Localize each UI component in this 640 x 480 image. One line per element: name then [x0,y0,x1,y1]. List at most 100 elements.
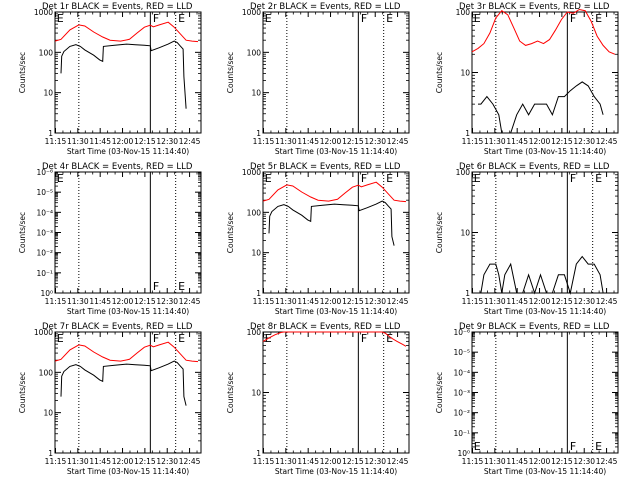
events-series-line [478,81,604,134]
panel-det-6: Det 6r BLACK = Events, RED = LLD 1 10 100 Co… [435,162,619,316]
y-tick-label: 10⁻¹ [36,269,53,278]
marker-f: F [361,12,367,25]
y-axis-label: Counts/sec [226,372,235,413]
plot-frame [471,171,619,294]
x-tick-label: 12:30 [573,297,595,306]
lld-series-line [54,21,199,43]
marker-f: F [570,172,576,185]
y-tick-label: 1 [48,449,53,458]
panel-det-7: Det 7r BLACK = Events, RED = LLD 1 10 100 10… [18,322,202,476]
y-tick-label: 10 [251,89,261,98]
x-tick-label: 12:45 [596,137,618,146]
x-tick-label: 12:30 [364,457,386,466]
y-tick-label: 10⁻⁴ [36,208,53,217]
x-tick-label: 11:30 [275,137,297,146]
x-tick-label: 11:45 [89,137,111,146]
x-tick-label: 11:30 [484,297,506,306]
marker-f: F [361,172,367,185]
y-tick-label: 10 [43,89,53,98]
y-tick-label: 1000 [34,8,53,17]
x-tick-label: 12:15 [342,137,364,146]
marker-e: E [474,440,481,453]
x-tick-label: 12:45 [596,297,618,306]
plot-frame [262,331,410,454]
x-tick-label: 11:30 [67,297,89,306]
marker-f: F [361,332,367,345]
marker-e: E [386,172,393,185]
events-series-line [268,200,395,246]
x-tick-label: 11:15 [462,457,484,466]
x-tick-label: 11:30 [67,457,89,466]
y-tick-label: 100 [456,168,471,177]
marker-f: F [570,440,576,453]
x-tick-label: 12:00 [112,297,134,306]
y-tick-label: 10⁻³ [453,389,470,398]
x-tick-label: 11:45 [297,297,319,306]
x-tick-label: 11:15 [45,297,67,306]
y-tick-label: 10⁻¹ [453,429,470,438]
x-tick-label: 11:45 [506,137,528,146]
x-tick-label: 12:45 [387,457,409,466]
lld-series-line [471,8,616,55]
x-tick-label: 11:15 [45,137,67,146]
x-tick-label: 11:45 [506,297,528,306]
x-axis-label: Start Time (03-Nov-15 11:14:40) [484,467,606,476]
marker-f: F [153,12,159,25]
x-tick-label: 12:00 [529,457,551,466]
panel-title: Det 3r BLACK = Events, RED = LLD [459,2,610,12]
panel-det-2: Det 2r BLACK = Events, RED = LLD 1 10 100 10… [226,2,410,156]
y-tick-label: 1 [256,129,261,138]
marker-e: E [57,172,64,185]
panel-title: Det 8r BLACK = Events, RED = LLD [250,322,401,332]
x-tick-label: 12:45 [179,137,201,146]
x-tick-label: 12:45 [596,457,618,466]
panel-title: Det 2r BLACK = Events, RED = LLD [250,2,401,12]
y-axis-label: Counts/sec [435,372,444,413]
y-tick-label: 1000 [34,328,53,337]
y-tick-label: 100 [456,8,471,17]
y-axis-label: Counts/sec [18,212,27,253]
marker-e: E [474,172,481,185]
panel-det-3: Det 3r BLACK = Events, RED = LLD 1 10 100 Co… [435,2,619,156]
x-tick-label: 12:30 [156,457,178,466]
y-tick-label: 10⁻³ [36,229,53,238]
y-tick-label: 100 [39,368,54,377]
panel-title: Det 6r BLACK = Events, RED = LLD [459,162,610,172]
events-series-line [478,255,604,295]
marker-e: E [178,332,185,345]
x-axis-label: Start Time (03-Nov-15 11:14:40) [67,147,189,156]
y-axis-label: Counts/sec [226,52,235,93]
x-tick-label: 11:45 [297,457,319,466]
x-tick-label: 12:30 [156,297,178,306]
y-axis-label: Counts/sec [435,212,444,253]
y-tick-label: 1 [256,289,261,298]
panel-det-4: Det 4r BLACK = Events, RED = LLD 10⁰ 10⁻¹ 1… [18,162,202,316]
y-tick-label: 10⁰ [40,289,53,298]
marker-e: E [595,440,602,453]
panel-title: Det 5r BLACK = Events, RED = LLD [250,162,401,172]
y-tick-label: 10⁻⁴ [453,368,470,377]
x-tick-label: 11:30 [484,457,506,466]
y-tick-label: 10⁻² [36,249,53,258]
x-tick-label: 12:00 [529,297,551,306]
marker-e: E [178,280,185,293]
panel-det-1: Det 1r BLACK = Events, RED = LLD 1 10 100 10… [18,2,202,156]
y-tick-label: 10 [251,249,261,258]
x-tick-label: 12:00 [112,457,134,466]
lld-series-line [262,181,407,203]
lld-series-line [54,341,199,363]
marker-e: E [595,172,602,185]
panel-det-8: Det 8r BLACK = Events, RED = LLD 1 10 100 Co… [226,322,410,476]
panel-det-9: Det 9r BLACK = Events, RED = LLD 10⁰ 10⁻¹ 1… [435,322,619,476]
y-tick-label: 1 [465,289,470,298]
y-tick-label: 1000 [242,8,261,17]
y-tick-label: 10⁻² [453,409,470,418]
x-axis-label: Start Time (03-Nov-15 11:14:40) [67,467,189,476]
x-tick-label: 11:45 [89,297,111,306]
y-axis-label: Counts/sec [435,52,444,93]
y-tick-label: 10⁻⁵ [453,348,470,357]
y-tick-label: 10⁻⁵ [36,188,53,197]
panel-title: Det 4r BLACK = Events, RED = LLD [42,162,193,172]
x-tick-label: 11:30 [67,137,89,146]
